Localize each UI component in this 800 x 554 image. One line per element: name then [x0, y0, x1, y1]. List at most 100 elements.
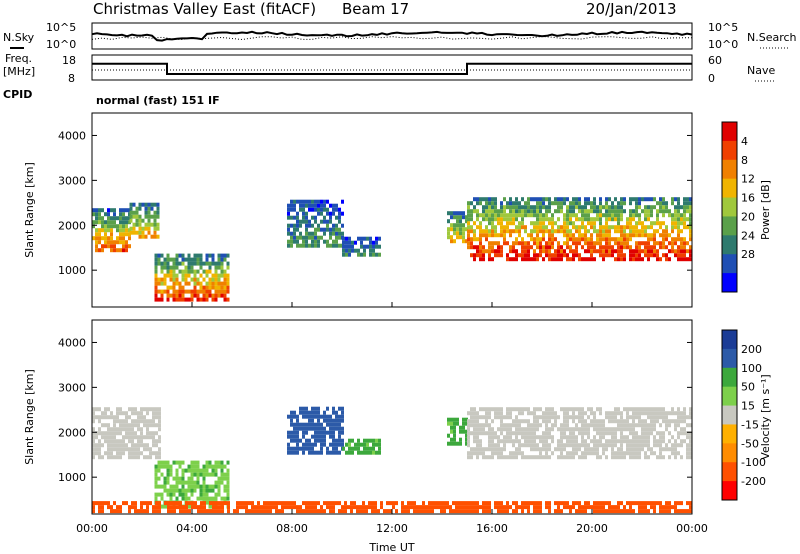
- power-cell: [572, 241, 575, 246]
- power-cell: [512, 221, 515, 226]
- x-tick-label: 00:00: [676, 522, 708, 535]
- power-cell: [518, 233, 521, 238]
- power-cell: [453, 223, 456, 228]
- power-cell: [308, 199, 311, 204]
- velocity-cell: [488, 505, 491, 510]
- power-cell: [635, 221, 638, 226]
- power-cell: [557, 201, 560, 206]
- power-cell: [92, 220, 95, 225]
- velocity-cell: [329, 430, 332, 435]
- velocity-cell: [644, 505, 647, 510]
- power-cell: [465, 215, 468, 220]
- power-cell: [476, 253, 479, 258]
- velocity-cell: [302, 434, 305, 439]
- velocity-cell: [287, 505, 290, 510]
- power-cell: [181, 293, 185, 298]
- velocity-cell: [644, 451, 647, 456]
- power-cell: [323, 239, 326, 244]
- power-cell: [326, 223, 329, 228]
- velocity-cell: [374, 501, 377, 506]
- velocity-cell: [140, 509, 143, 514]
- colorbar-tick-label: -200: [741, 475, 766, 488]
- power-cell: [369, 244, 372, 249]
- velocity-cell: [626, 439, 629, 444]
- power-cell: [157, 277, 161, 282]
- power-cell: [545, 245, 548, 250]
- velocity-cell: [383, 509, 386, 514]
- power-cell: [287, 207, 290, 212]
- power-cell: [641, 241, 644, 246]
- velocity-cell: [369, 438, 372, 443]
- power-cell: [575, 241, 578, 246]
- velocity-cell: [476, 419, 479, 424]
- velocity-cell: [689, 509, 692, 514]
- velocity-cell: [554, 411, 557, 416]
- velocity-cell: [539, 423, 542, 428]
- power-cell: [473, 221, 476, 226]
- power-cell: [599, 205, 602, 210]
- power-cell: [178, 269, 182, 274]
- velocity-cell: [317, 434, 320, 439]
- power-cell: [308, 219, 311, 224]
- velocity-cell: [137, 443, 140, 448]
- velocity-cell: [181, 484, 185, 489]
- velocity-cell: [638, 447, 641, 452]
- velocity-cell: [617, 505, 620, 510]
- power-cell: [524, 257, 527, 262]
- velocity-cell: [647, 415, 650, 420]
- power-cell: [208, 269, 212, 274]
- velocity-cell: [459, 425, 462, 430]
- power-cell: [602, 229, 605, 234]
- velocity-cell: [214, 496, 218, 501]
- noise-sky-line: [91, 30, 693, 42]
- power-cell: [116, 228, 119, 233]
- power-cell: [503, 241, 506, 246]
- velocity-cell: [506, 455, 509, 460]
- velocity-cell: [566, 443, 569, 448]
- power-cell: [659, 221, 662, 226]
- velocity-cell: [122, 435, 125, 440]
- power-cell: [617, 245, 620, 250]
- velocity-cell: [131, 455, 134, 460]
- power-cell: [314, 207, 317, 212]
- power-cell: [665, 233, 668, 238]
- velocity-cell: [137, 435, 140, 440]
- velocity-cell: [509, 427, 512, 432]
- velocity-cell: [128, 439, 131, 444]
- power-cell: [453, 239, 456, 244]
- power-cell: [314, 239, 317, 244]
- velocity-cell: [166, 460, 170, 465]
- x-tick-label: 08:00: [276, 522, 308, 535]
- y-tick-label: 2000: [58, 426, 86, 439]
- power-cell: [557, 241, 560, 246]
- power-cell: [494, 205, 497, 210]
- velocity-cell: [308, 501, 311, 506]
- velocity-cell: [653, 415, 656, 420]
- power-cell: [311, 235, 314, 240]
- power-cell: [542, 201, 545, 206]
- power-cell: [459, 211, 462, 216]
- velocity-cell: [524, 427, 527, 432]
- power-cell: [467, 229, 470, 234]
- velocity-cell: [160, 464, 164, 469]
- velocity-cell: [158, 419, 161, 424]
- power-cell: [518, 221, 521, 226]
- power-cell: [166, 257, 170, 262]
- velocity-cell: [632, 509, 635, 514]
- power-cell: [602, 237, 605, 242]
- velocity-cell: [166, 488, 170, 493]
- power-cell: [153, 202, 157, 207]
- velocity-cell: [626, 407, 629, 412]
- velocity-cell: [530, 435, 533, 440]
- power-cell: [220, 293, 224, 298]
- power-cell: [156, 210, 160, 215]
- power-cell: [166, 253, 170, 258]
- velocity-cell: [644, 501, 647, 506]
- power-cell: [494, 197, 497, 202]
- power-cell: [548, 221, 551, 226]
- velocity-cell: [578, 407, 581, 412]
- velocity-cell: [602, 509, 605, 514]
- velocity-cell: [217, 460, 221, 465]
- power-cell: [521, 221, 524, 226]
